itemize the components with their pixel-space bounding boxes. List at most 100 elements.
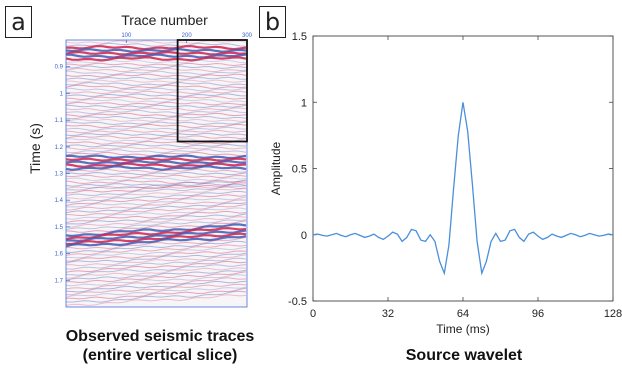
- seismic-section-chart: 100 200 300 0.9 1 1.1 1.2 1.3 1.4 1.5 1.6 1.7 Trace …: [27, 12, 253, 308]
- seismic-reflector: [66, 183, 247, 187]
- seismic-reflector: [66, 118, 247, 122]
- panel-a-caption-line2: (entire vertical slice): [82, 347, 238, 364]
- seismic-reflector: [66, 112, 247, 117]
- seismic-reflector: [66, 246, 247, 259]
- seismic-reflector: [66, 140, 247, 145]
- seismic-x-tick-label: 100: [121, 33, 132, 39]
- seismic-reflector: [66, 267, 247, 279]
- seismic-reflector: [66, 62, 247, 67]
- seismic-y-tick-label: 1.2: [55, 145, 64, 151]
- seismic-reflector: [66, 229, 247, 243]
- wavelet-y-tick-label: 0: [301, 230, 307, 242]
- seismic-x-axis-label: Trace number: [121, 12, 208, 28]
- seismic-reflector: [66, 174, 247, 179]
- wavelet-y-tick-label: 0.5: [292, 164, 307, 176]
- wavelet-x-tick-label: 32: [382, 308, 394, 320]
- seismic-reflectors: [66, 40, 247, 306]
- seismic-reflector: [66, 194, 247, 207]
- seismic-reflector: [66, 177, 247, 182]
- seismic-reflector: [66, 179, 247, 185]
- seismic-reflector: [66, 254, 247, 267]
- seismic-reflector: [66, 244, 247, 256]
- wavelet-x-tick-label: 128: [604, 308, 622, 320]
- seismic-reflector: [66, 107, 247, 112]
- seismic-reflector: [66, 240, 247, 254]
- panel-a-label: a: [5, 6, 32, 38]
- seismic-reflector: [66, 220, 247, 233]
- seismic-reflector: [66, 171, 247, 176]
- wavelet-line: [313, 102, 613, 276]
- seismic-reflector: [66, 187, 247, 200]
- wavelet-x-tick-label: 0: [310, 308, 316, 320]
- seismic-reflector: [66, 232, 247, 246]
- seismic-reflector: [66, 216, 247, 228]
- seismic-reflector: [66, 121, 247, 126]
- seismic-reflector: [66, 98, 247, 103]
- seismic-reflector: [66, 53, 247, 59]
- seismic-reflector: [66, 109, 247, 115]
- seismic-y-tick-label: 1.1: [55, 118, 64, 124]
- seismic-y-axis-label: Time (s): [27, 123, 43, 174]
- wavelet-y-tick-label: 1: [301, 97, 307, 109]
- seismic-reflector: [66, 202, 247, 214]
- seismic-reflector: [66, 76, 247, 80]
- seismic-reflector: [66, 179, 247, 191]
- seismic-reflector: [66, 286, 247, 298]
- seismic-reflector: [66, 207, 247, 220]
- seismic-reflector: [66, 149, 247, 154]
- seismic-reflector: [66, 165, 247, 171]
- wavelet-y-axis-label: Amplitude: [269, 142, 283, 196]
- seismic-reflector: [66, 287, 247, 300]
- seismic-reflector: [66, 274, 247, 287]
- seismic-reflector: [66, 162, 247, 168]
- seismic-reflector: [66, 48, 247, 53]
- seismic-reflector: [66, 168, 247, 173]
- seismic-reflector: [66, 56, 247, 62]
- seismic-reflector: [66, 283, 247, 296]
- seismic-y-tick-label: 1.7: [55, 278, 64, 284]
- seismic-reflector: [66, 277, 247, 290]
- seismic-reflector: [66, 250, 247, 262]
- seismic-reflector: [66, 135, 247, 140]
- seismic-y-tick-label: 1.6: [55, 252, 64, 258]
- wavelet-x-axis-label: Time (ms): [436, 322, 490, 336]
- seismic-reflector: [66, 73, 247, 78]
- seismic-reflector: [66, 84, 247, 89]
- seismic-reflector: [66, 81, 247, 86]
- seismic-reflector: [66, 157, 247, 162]
- seismic-reflector: [66, 260, 247, 273]
- seismic-reflector: [66, 143, 246, 148]
- seismic-reflector: [66, 138, 247, 142]
- seismic-reflector: [66, 129, 247, 134]
- seismic-reflector: [66, 123, 247, 129]
- seismic-reflector: [66, 271, 247, 283]
- wavelet-y-tick-label: 1.5: [292, 31, 307, 43]
- seismic-plot-background: [66, 40, 247, 307]
- seismic-reflector: [66, 95, 247, 100]
- seismic-reflector: [66, 204, 247, 216]
- seismic-reflector: [66, 104, 247, 109]
- seismic-reflector: [66, 185, 247, 197]
- seismic-reflector: [66, 40, 247, 44]
- wavelet-plot-frame: [312, 35, 614, 302]
- seismic-reflector: [66, 154, 247, 160]
- panel-b-caption: Source wavelet: [405, 347, 523, 364]
- seismic-reflector: [66, 45, 247, 51]
- seismic-reflector: [66, 65, 247, 69]
- seismic-reflector: [66, 101, 247, 106]
- wavelet-x-tick-label: 64: [457, 308, 469, 320]
- seismic-reflector: [66, 269, 247, 281]
- seismic-reflector: [66, 190, 247, 203]
- panel-a-caption-line1: Observed seismic traces: [65, 328, 255, 345]
- seismic-reflector: [66, 257, 247, 270]
- seismic-reflector: [66, 264, 247, 276]
- wavelet-x-tick-label: 96: [532, 308, 544, 320]
- seismic-reflector: [66, 126, 247, 131]
- seismic-reflector: [66, 213, 247, 225]
- seismic-reflector: [66, 290, 247, 303]
- seismic-reflector: [66, 132, 247, 137]
- seismic-y-tick-label: 1.3: [55, 172, 64, 178]
- seismic-reflector: [66, 87, 247, 92]
- seismic-reflector: [66, 93, 247, 97]
